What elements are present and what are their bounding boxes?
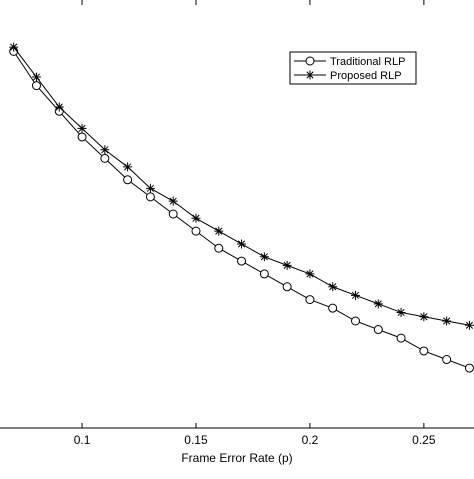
x-tick-label: 0.2 [302, 433, 319, 447]
marker [305, 295, 315, 305]
legend-label: Proposed RLP [330, 70, 402, 82]
marker [123, 162, 133, 172]
marker [237, 256, 247, 266]
marker [442, 316, 452, 326]
marker [328, 303, 338, 313]
marker [464, 363, 474, 373]
marker [328, 282, 338, 292]
legend-marker [305, 70, 315, 80]
marker [54, 102, 64, 112]
marker [464, 320, 474, 330]
marker [145, 183, 155, 193]
x-tick-label: 0.25 [412, 433, 436, 447]
marker [259, 269, 269, 279]
marker [9, 42, 19, 52]
marker [191, 213, 201, 223]
marker [31, 72, 41, 82]
marker [305, 269, 315, 279]
plot-area [9, 42, 474, 373]
marker [351, 316, 360, 326]
marker [396, 333, 406, 343]
marker [191, 226, 201, 236]
marker [259, 252, 269, 262]
x-tick-label: 0.1 [74, 433, 91, 447]
x-axis-label: Frame Error Rate (p) [181, 451, 292, 465]
marker [373, 299, 383, 309]
marker [100, 145, 110, 155]
legend: Traditional RLP Proposed RLP [289, 51, 417, 85]
marker [100, 153, 110, 163]
marker [419, 346, 429, 356]
marker [77, 132, 87, 142]
marker [351, 290, 360, 300]
marker [396, 307, 406, 317]
marker [31, 81, 41, 91]
legend-label: Traditional RLP [330, 56, 405, 68]
marker [123, 175, 133, 185]
legend-marker [305, 56, 315, 66]
marker [145, 192, 155, 202]
marker [282, 260, 292, 270]
marker [442, 355, 452, 365]
marker [373, 325, 383, 335]
marker [168, 196, 178, 206]
marker [77, 123, 87, 133]
marker [168, 209, 178, 219]
marker [237, 239, 247, 249]
marker [214, 243, 224, 253]
x-tick-label: 0.15 [184, 433, 208, 447]
marker [282, 282, 292, 292]
marker [419, 312, 429, 322]
marker [214, 226, 224, 236]
